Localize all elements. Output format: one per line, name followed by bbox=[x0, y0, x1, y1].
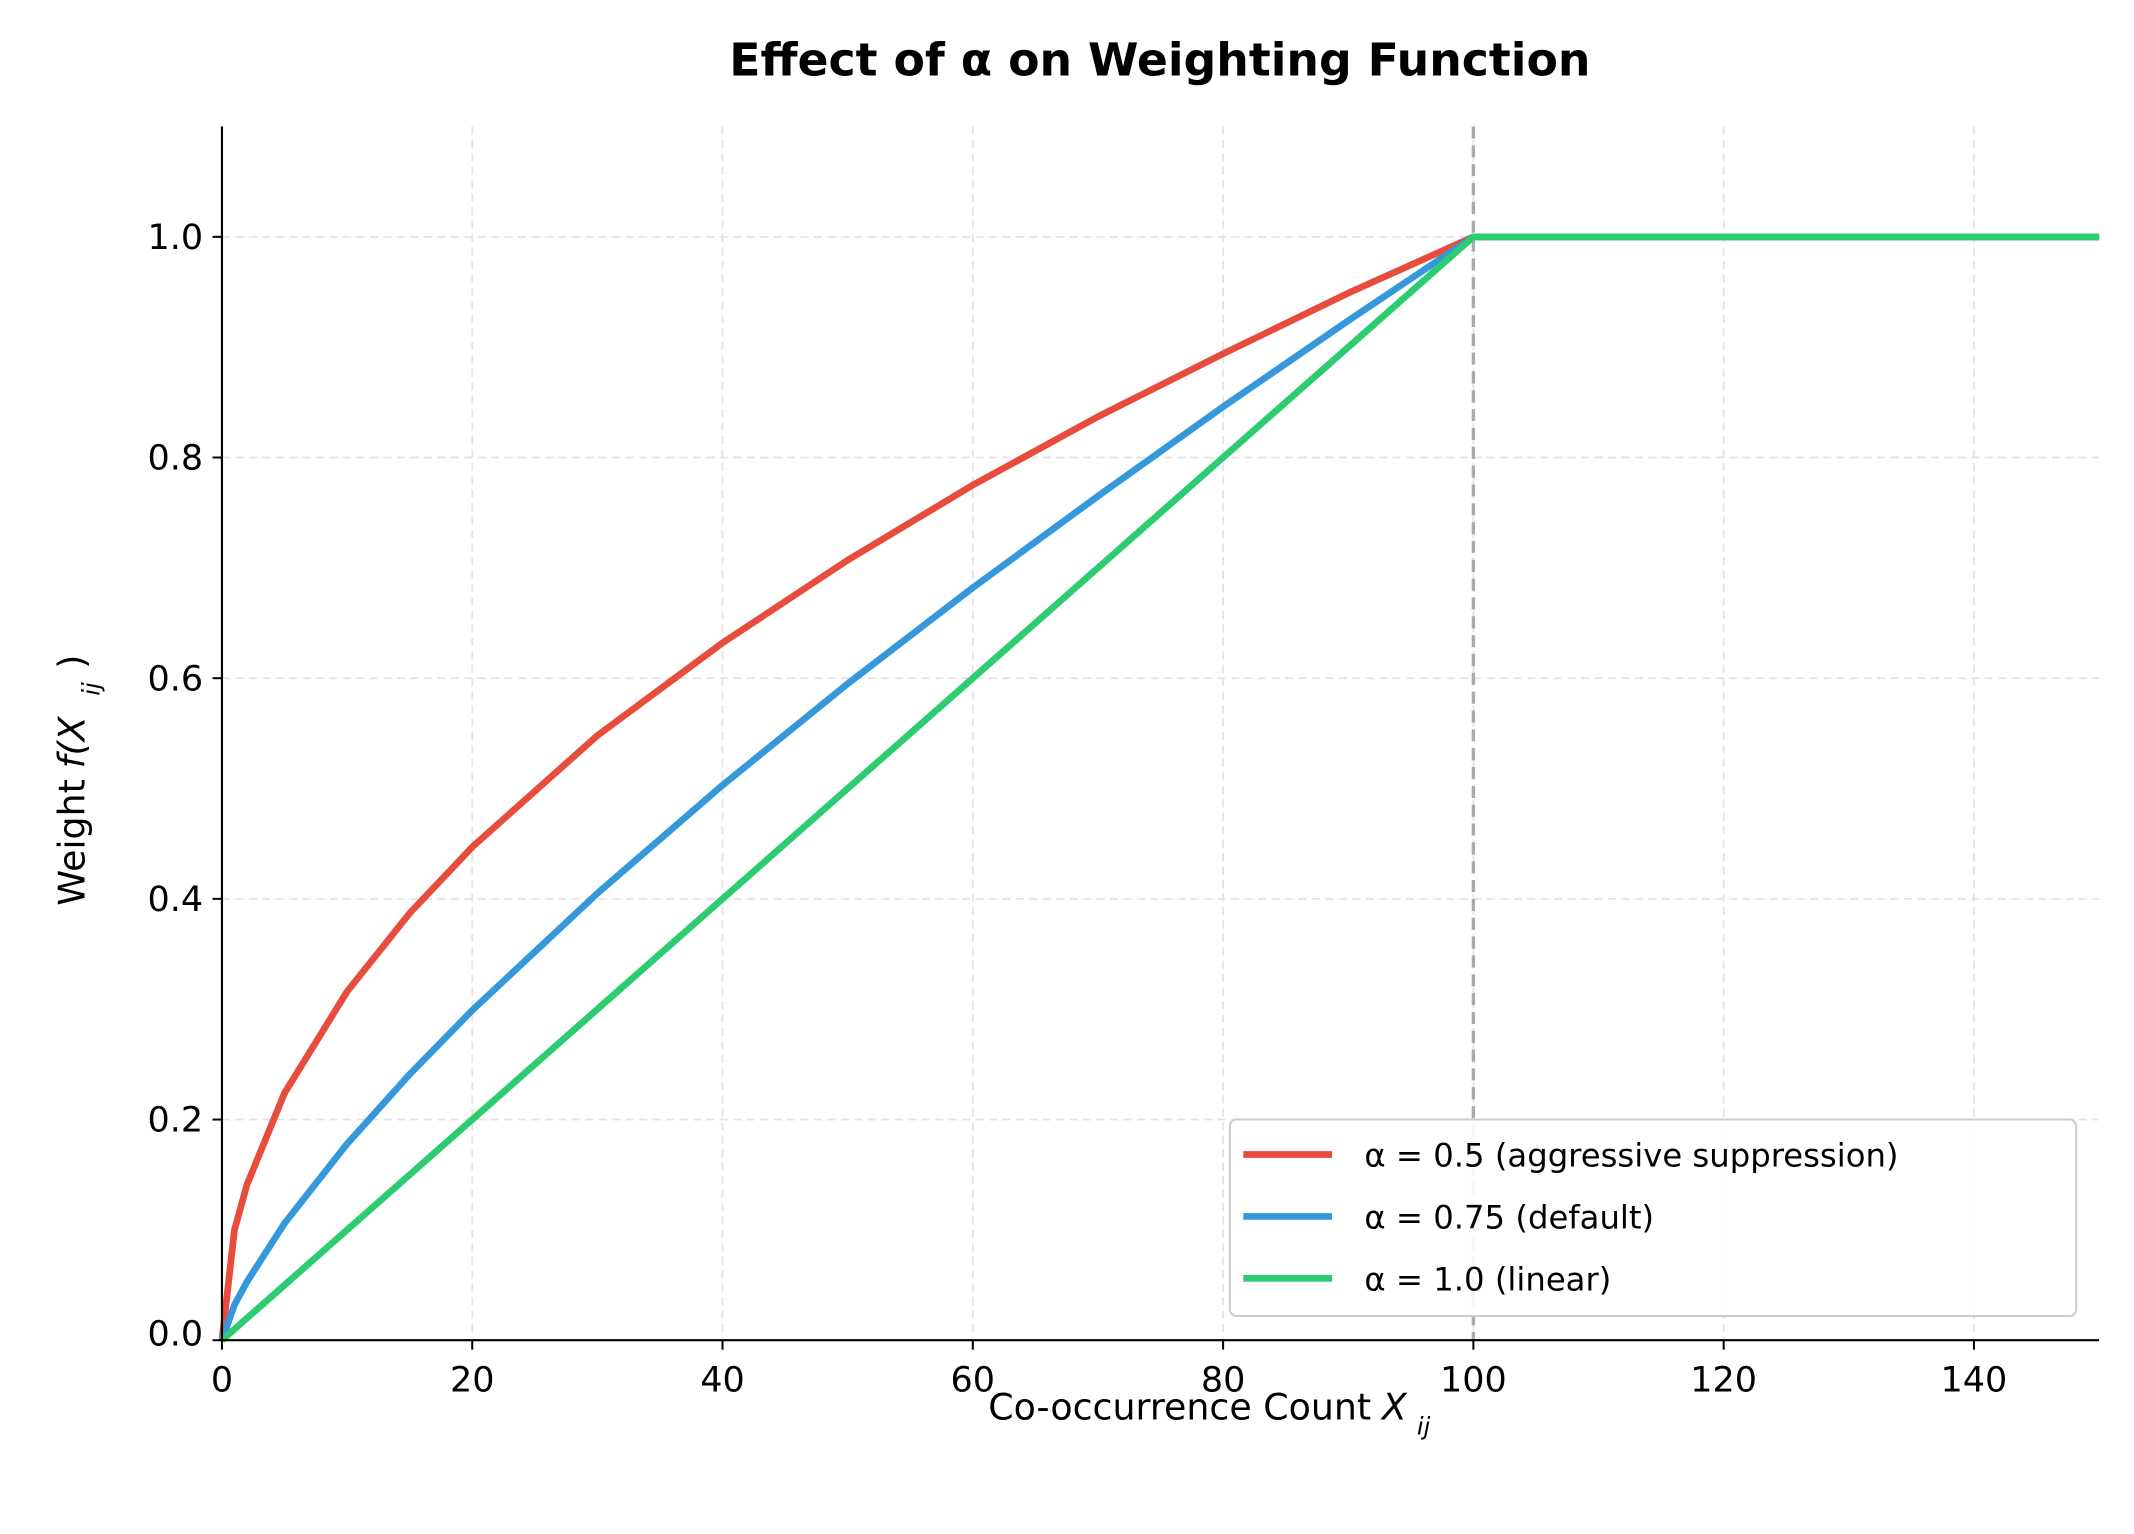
x-tick-label: 140 bbox=[1941, 1360, 2008, 1400]
y-tick-label: 0.8 bbox=[147, 439, 203, 479]
x-axis-label-text: Co-occurrence Count bbox=[988, 1386, 1371, 1429]
x-ticks: 0 20 40 60 80 100 120 140 bbox=[211, 1340, 2007, 1400]
x-axis-label-sub: ij bbox=[1417, 1412, 1431, 1440]
x-tick-label: 20 bbox=[450, 1360, 495, 1400]
legend-label-2: α = 1.0 (linear) bbox=[1364, 1260, 1611, 1298]
legend-label-1: α = 0.75 (default) bbox=[1364, 1199, 1654, 1237]
legend-label-0: α = 0.5 (aggressive suppression) bbox=[1364, 1137, 1898, 1175]
x-tick-label: 0 bbox=[211, 1360, 233, 1400]
y-axis-label-close: ) bbox=[51, 655, 94, 669]
x-tick-label: 100 bbox=[1440, 1360, 1507, 1400]
y-tick-label: 0.6 bbox=[147, 659, 203, 699]
y-tick-label: 0.4 bbox=[147, 880, 203, 920]
y-ticks: 0.0 0.2 0.4 0.6 0.8 1.0 bbox=[147, 218, 222, 1355]
legend: α = 0.5 (aggressive suppression) α = 0.75… bbox=[1228, 1118, 2078, 1318]
series-lines bbox=[218, 233, 2100, 1343]
y-axis-label-sub: ij bbox=[78, 682, 106, 696]
x-axis-label-var: X bbox=[1380, 1386, 1408, 1429]
x-tick-label: 60 bbox=[951, 1360, 995, 1400]
y-axis-label: Weight f(X ij ) bbox=[51, 655, 106, 906]
series-line-2 bbox=[219, 233, 2100, 1343]
x-tick-label: 120 bbox=[1690, 1360, 1757, 1400]
x-tick-label: 40 bbox=[700, 1360, 745, 1400]
chart-title: Effect of α on Weighting Function bbox=[729, 33, 1590, 86]
x-axis-label: Co-occurrence Count X ij bbox=[988, 1386, 1430, 1441]
y-axis-label-text: Weight bbox=[51, 779, 94, 906]
y-tick-label: 0.0 bbox=[147, 1315, 203, 1355]
y-tick-label: 1.0 bbox=[147, 218, 203, 258]
y-tick-label: 0.2 bbox=[147, 1101, 203, 1141]
x-tick-label: 80 bbox=[1201, 1360, 1246, 1400]
y-axis-label-var: f(X bbox=[51, 715, 94, 768]
